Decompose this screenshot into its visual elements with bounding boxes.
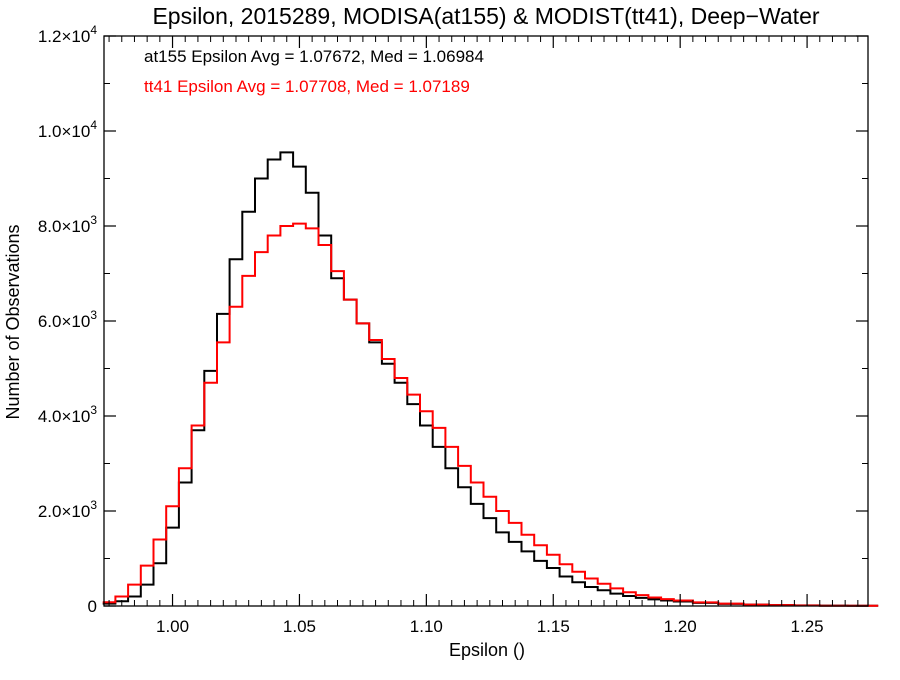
y-axis-label: Number of Observations	[3, 224, 23, 419]
plot-marks	[102, 151, 879, 607]
x-axis-label: Epsilon ()	[449, 640, 525, 660]
chart-title: Epsilon, 2015289, MODISA(at155) & MODIST…	[152, 3, 819, 29]
series-line-0	[102, 151, 879, 607]
x-tick-label-0: 1.00	[156, 617, 189, 636]
series-line-1	[102, 222, 879, 607]
x-tick-label-4: 1.20	[664, 617, 697, 636]
y-tick-label-5: 1.0×104	[38, 118, 97, 141]
y-tick-label-4: 8.0×103	[38, 213, 97, 236]
y-tick-label-3: 6.0×103	[38, 308, 97, 331]
annotations: at155 Epsilon Avg = 1.07672, Med = 1.069…	[144, 47, 484, 96]
annotation-0: at155 Epsilon Avg = 1.07672, Med = 1.069…	[144, 47, 484, 66]
y-tick-label-2: 4.0×103	[38, 403, 97, 426]
axis-ticks: 1.00 1.05 1.10 1.15 1.20 1.25 0 2.0×103 4.0×103 6…	[38, 23, 868, 636]
x-tick-label-5: 1.25	[791, 617, 824, 636]
x-tick-label-3: 1.15	[537, 617, 570, 636]
y-tick-label-1: 2.0×103	[38, 498, 97, 521]
annotation-1: tt41 Epsilon Avg = 1.07708, Med = 1.0718…	[144, 77, 470, 96]
x-tick-label-1: 1.05	[283, 617, 316, 636]
y-tick-label-0: 0	[88, 597, 97, 616]
y-tick-label-6: 1.2×104	[38, 23, 97, 46]
x-tick-label-2: 1.10	[410, 617, 443, 636]
plot-frame	[103, 35, 869, 607]
